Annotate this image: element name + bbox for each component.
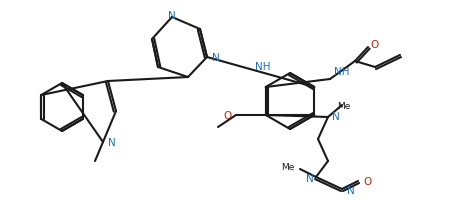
Text: N: N: [168, 11, 176, 21]
Text: Me: Me: [282, 163, 295, 172]
Text: N: N: [108, 137, 116, 147]
Text: NH: NH: [255, 62, 270, 72]
Text: N: N: [212, 53, 220, 63]
Text: Me: Me: [337, 102, 350, 111]
Text: O: O: [224, 110, 232, 120]
Text: O: O: [363, 176, 371, 186]
Text: N: N: [332, 111, 340, 121]
Text: N: N: [347, 185, 355, 195]
Text: O: O: [370, 40, 378, 50]
Text: N: N: [306, 173, 314, 183]
Text: NH: NH: [334, 67, 350, 77]
